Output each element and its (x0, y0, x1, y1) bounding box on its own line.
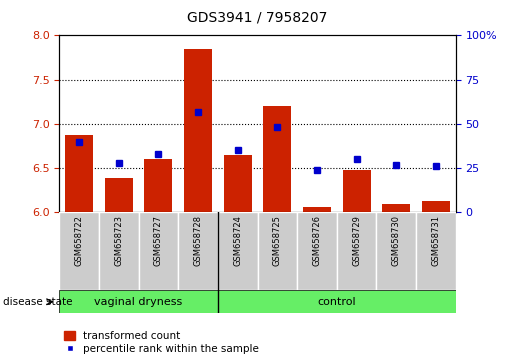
Bar (139, 212, 178, 290)
Text: GSM658731: GSM658731 (432, 215, 440, 266)
Bar (218, 212, 258, 290)
Bar (376, 212, 416, 290)
Text: GSM658727: GSM658727 (154, 215, 163, 266)
Bar (264, 106, 291, 212)
Text: GDS3941 / 7958207: GDS3941 / 7958207 (187, 11, 328, 25)
Text: disease state: disease state (3, 297, 72, 307)
Text: control: control (317, 297, 356, 307)
Bar (224, 155, 251, 212)
Bar (105, 178, 132, 212)
Bar (383, 204, 410, 212)
Text: vaginal dryness: vaginal dryness (94, 297, 183, 307)
Text: GSM658722: GSM658722 (75, 215, 83, 266)
Bar (258, 212, 297, 290)
Legend: transformed count, percentile rank within the sample: transformed count, percentile rank withi… (64, 331, 259, 354)
Bar (422, 201, 450, 212)
Bar (416, 212, 456, 290)
Text: GSM658728: GSM658728 (194, 215, 202, 266)
Bar (218, 290, 456, 313)
Text: GSM658724: GSM658724 (233, 215, 242, 266)
Bar (303, 207, 331, 212)
Bar (184, 48, 212, 212)
Text: GSM658726: GSM658726 (313, 215, 321, 266)
Text: GSM658723: GSM658723 (114, 215, 123, 266)
Bar (99, 212, 139, 290)
Text: GSM658725: GSM658725 (273, 215, 282, 266)
Bar (145, 159, 172, 212)
Text: GSM658729: GSM658729 (352, 215, 361, 266)
Text: GSM658730: GSM658730 (392, 215, 401, 266)
Bar (59, 290, 218, 313)
Bar (297, 212, 337, 290)
Bar (343, 170, 370, 212)
Bar (178, 212, 218, 290)
Bar (65, 135, 93, 212)
Bar (337, 212, 376, 290)
Bar (59, 212, 99, 290)
